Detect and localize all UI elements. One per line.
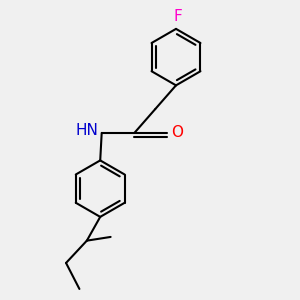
Text: O: O xyxy=(172,125,184,140)
Text: HN: HN xyxy=(75,123,98,138)
Text: F: F xyxy=(173,9,182,24)
